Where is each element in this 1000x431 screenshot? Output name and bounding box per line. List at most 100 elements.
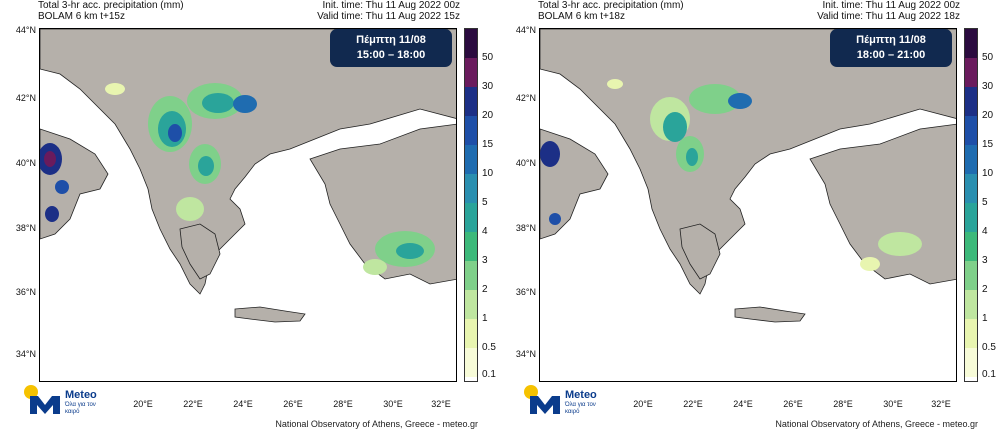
logo-tagline: Όλα για τον καιρό (65, 402, 96, 415)
colorbar-segment (965, 87, 977, 116)
peloponnese-land (179, 223, 221, 280)
panel-times: Init. time: Thu 11 Aug 2022 00z Valid ti… (817, 0, 960, 22)
colorbar-segment (965, 319, 977, 348)
colorbar-segment (965, 232, 977, 261)
logo-tagline: Όλα για τον καιρό (565, 402, 596, 415)
colorbar-label: 0.5 (982, 342, 996, 353)
colorbar-segment (465, 203, 477, 232)
map-canvas (40, 29, 456, 323)
lat-label: 40°N (515, 158, 536, 168)
precipitation-map[interactable] (539, 28, 957, 382)
colorbar-segment (965, 261, 977, 290)
sun-icon (24, 385, 38, 399)
colorbar-label: 20 (982, 110, 994, 121)
time-window-badge: Πέμπτη 11/08 18:00 – 21:00 (830, 29, 952, 67)
colorbar-label: 5 (982, 197, 988, 208)
lat-label: 40°N (15, 158, 36, 168)
lat-label: 42°N (15, 93, 36, 103)
init-time: Init. time: Thu 11 Aug 2022 00z (322, 0, 461, 11)
lon-label: 20°E (133, 399, 153, 409)
colorbar-segment (465, 319, 477, 348)
colorbar-label: 50 (482, 52, 494, 63)
colorbar-segment (465, 116, 477, 145)
footer-credit: National Observatory of Athens, Greece -… (775, 419, 978, 429)
lat-label: 34°N (515, 349, 536, 359)
forecast-panel-left: Total 3-hr acc. precipitation (mm) BOLAM… (15, 0, 496, 429)
meteo-m-icon (30, 396, 60, 414)
turkey-land (809, 123, 956, 285)
title-model: BOLAM 6 km t+15z (38, 11, 125, 22)
colorbar-label: 10 (982, 168, 994, 179)
colorbar-label: 0.1 (982, 369, 996, 380)
colorbar (464, 28, 478, 382)
colorbar-label: 0.1 (482, 369, 496, 380)
crete-land (734, 306, 806, 323)
panel-title: Total 3-hr acc. precipitation (mm) BOLAM… (538, 0, 684, 22)
lon-label: 32°E (931, 399, 951, 409)
colorbar-label: 4 (982, 226, 988, 237)
logo-name: Meteo (565, 389, 597, 401)
meteo-logo[interactable]: Meteo Όλα για τον καιρό (518, 385, 608, 417)
colorbar (964, 28, 978, 382)
colorbar-segment (965, 58, 977, 87)
colorbar-label: 3 (482, 255, 488, 266)
lon-label: 26°E (283, 399, 303, 409)
colorbar-label: 1 (982, 313, 988, 324)
lon-label: 32°E (431, 399, 451, 409)
lon-label: 20°E (633, 399, 653, 409)
lon-label: 28°E (333, 399, 353, 409)
lon-label: 30°E (883, 399, 903, 409)
lon-label: 24°E (733, 399, 753, 409)
logo-name: Meteo (65, 389, 97, 401)
colorbar-segment (965, 174, 977, 203)
lon-label: 28°E (833, 399, 853, 409)
colorbar-segment (965, 290, 977, 319)
badge-day: Πέμπτη 11/08 (356, 34, 426, 46)
precip-field (40, 83, 435, 275)
colorbar-label: 1 (482, 313, 488, 324)
panel-title: Total 3-hr acc. precipitation (mm) BOLAM… (38, 0, 184, 22)
colorbar-label: 15 (482, 139, 494, 150)
precipitation-map[interactable] (39, 28, 457, 382)
colorbar-segment (965, 348, 977, 377)
badge-time: 18:00 – 21:00 (856, 49, 926, 61)
valid-time: Valid time: Thu 11 Aug 2022 18z (817, 11, 960, 22)
lon-label: 30°E (383, 399, 403, 409)
lon-label: 22°E (183, 399, 203, 409)
colorbar-segment (465, 58, 477, 87)
colorbar-segment (465, 87, 477, 116)
colorbar-segment (465, 261, 477, 290)
crete-land (234, 306, 306, 323)
colorbar-label: 30 (982, 81, 994, 92)
badge-day: Πέμπτη 11/08 (856, 34, 926, 46)
colorbar-segment (465, 174, 477, 203)
title-variable: Total 3-hr acc. precipitation (mm) (38, 0, 184, 11)
colorbar-label: 20 (482, 110, 494, 121)
colorbar-label: 4 (482, 226, 488, 237)
meteo-logo[interactable]: Meteo Όλα για τον καιρό (18, 385, 108, 417)
colorbar-segment (465, 29, 477, 58)
colorbar-label: 30 (482, 81, 494, 92)
sun-icon (524, 385, 538, 399)
peloponnese-land (679, 223, 721, 280)
valid-time: Valid time: Thu 11 Aug 2022 15z (317, 11, 460, 22)
lat-label: 38°N (15, 223, 36, 233)
lon-label: 24°E (233, 399, 253, 409)
colorbar-label: 3 (982, 255, 988, 266)
lon-label: 26°E (783, 399, 803, 409)
colorbar-segment (465, 145, 477, 174)
colorbar-segment (965, 145, 977, 174)
lat-label: 44°N (15, 25, 36, 35)
colorbar-label: 10 (482, 168, 494, 179)
colorbar-segment (965, 29, 977, 58)
colorbar-label: 0.5 (482, 342, 496, 353)
colorbar-segment (465, 290, 477, 319)
colorbar-segment (465, 348, 477, 377)
colorbar-label: 15 (982, 139, 994, 150)
colorbar-label: 2 (982, 284, 988, 295)
time-window-badge: Πέμπτη 11/08 15:00 – 18:00 (330, 29, 452, 67)
init-time: Init. time: Thu 11 Aug 2022 00z (822, 0, 961, 11)
lat-label: 36°N (515, 287, 536, 297)
precip-field (540, 79, 922, 271)
colorbar-segment (965, 116, 977, 145)
